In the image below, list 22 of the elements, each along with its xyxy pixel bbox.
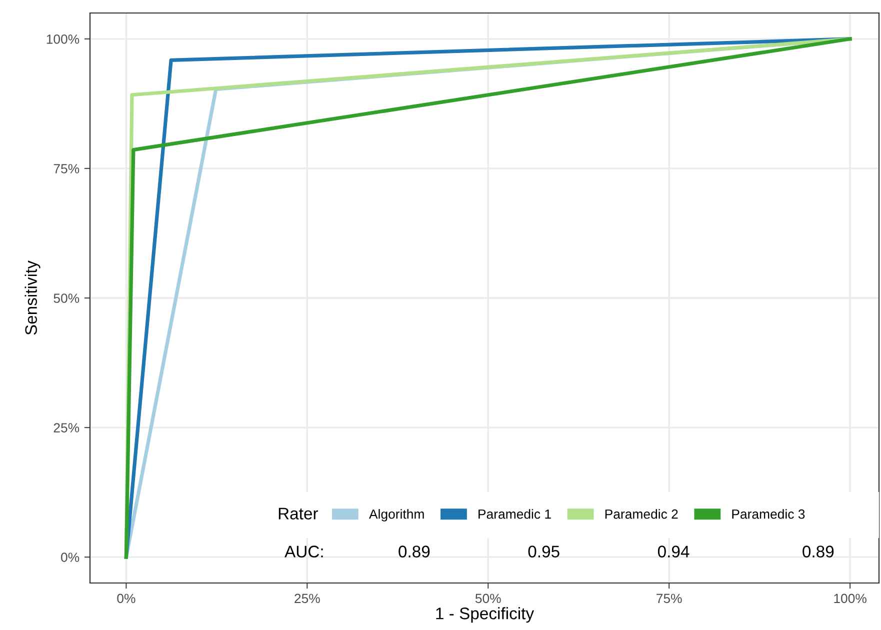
y-tick-label: 75% xyxy=(54,164,80,174)
annotation: AUC: xyxy=(284,546,323,558)
x-tick-label: 100% xyxy=(834,594,866,604)
annotation: 0.94 xyxy=(658,546,690,558)
legend-label: Paramedic 1 xyxy=(478,509,551,519)
annotation: 0.95 xyxy=(528,546,560,558)
legend-label: Paramedic 2 xyxy=(605,509,678,519)
y-tick-label: 100% xyxy=(46,34,80,44)
legend-label: Paramedic 3 xyxy=(732,509,805,519)
x-tick-label: 50% xyxy=(475,594,501,604)
legend-title: Rater xyxy=(278,508,318,520)
y-tick-label: 50% xyxy=(54,294,80,303)
x-tick-label: 25% xyxy=(294,594,320,604)
legend-label: Algorithm xyxy=(369,509,424,522)
y-tick-label: 25% xyxy=(54,423,80,432)
x-tick-label: 0% xyxy=(117,594,136,604)
y-tick-label: 0% xyxy=(61,552,80,562)
x-tick-label: 75% xyxy=(656,594,682,604)
x-axis-title: 1 - Specificity xyxy=(436,607,534,623)
y-axis-title: Sensitivity xyxy=(24,260,40,335)
annotation: 0.89 xyxy=(398,546,430,558)
annotation: 0.89 xyxy=(802,546,834,558)
